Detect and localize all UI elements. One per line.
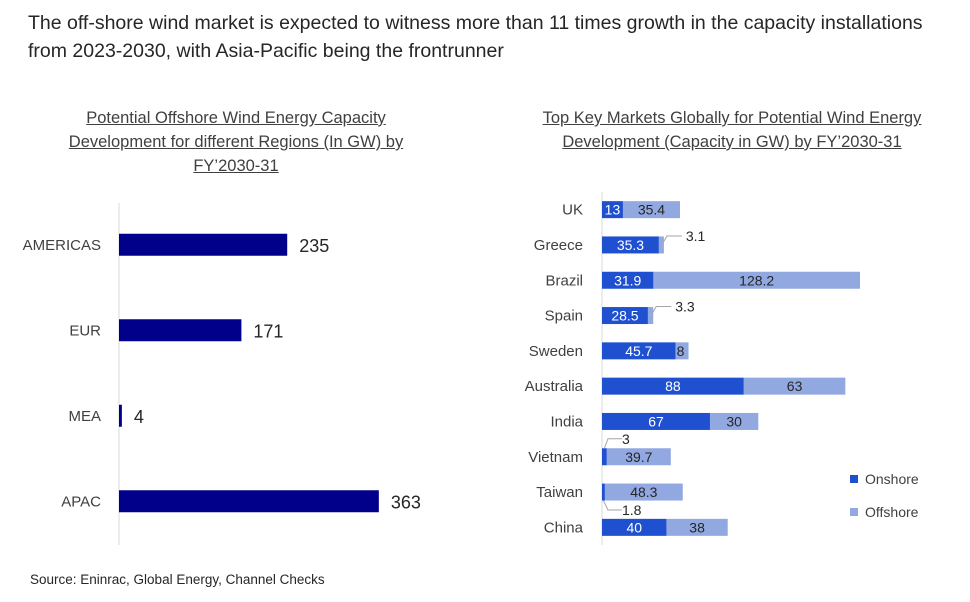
markets-chart-title: Top Key Markets Globally for Potential W…	[542, 109, 922, 151]
onshore-data-label: 13	[605, 202, 621, 218]
offshore-leader-line	[662, 235, 682, 244]
offshore-data-label: 128.2	[739, 272, 774, 288]
markets-tick-label: China	[544, 519, 584, 536]
source-note: Source: Eninrac, Global Energy, Channel …	[30, 572, 325, 587]
regions-bar-eur	[119, 319, 242, 342]
regions-chart-title: Potential Offshore Wind Energy Capacity …	[68, 109, 404, 175]
markets-tick-label: Greece	[534, 237, 583, 254]
legend-label-offshore: Offshore	[865, 504, 919, 520]
regions-bar-americas	[119, 233, 288, 256]
onshore-data-label: 67	[648, 413, 664, 429]
onshore-bar-vietnam	[602, 448, 607, 466]
onshore-data-label: 31.9	[614, 272, 641, 288]
onshore-leader-line	[603, 438, 622, 449]
offshore-bar-sweden	[675, 342, 689, 360]
legend-swatch-onshore	[850, 475, 858, 483]
markets-tick-label: Australia	[525, 378, 584, 395]
markets-tick-label: Brazil	[545, 272, 583, 289]
legend-label-onshore: Onshore	[865, 471, 919, 487]
regions-tick-label: EUR	[69, 322, 101, 339]
onshore-data-label: 35.3	[617, 237, 644, 253]
offshore-bar-greece	[658, 236, 664, 254]
offshore-data-label: 3.1	[686, 228, 706, 244]
markets-tick-label: UK	[562, 202, 583, 219]
offshore-data-label: 35.4	[638, 202, 665, 218]
regions-data-label: 171	[253, 321, 283, 341]
regions-bar-apac	[119, 490, 379, 513]
markets-tick-label: India	[550, 413, 583, 430]
regions-tick-label: MEA	[68, 408, 101, 425]
markets-tick-label: Taiwan	[536, 484, 583, 501]
onshore-bar-china	[602, 518, 667, 536]
offshore-data-label: 3.3	[675, 299, 695, 315]
legend-swatch-offshore	[850, 508, 858, 516]
onshore-data-label: 40	[626, 519, 642, 535]
onshore-bar-australia	[602, 377, 744, 395]
onshore-bar-spain	[602, 307, 648, 325]
onshore-bar-taiwan	[602, 483, 605, 501]
onshore-data-label: 3	[622, 431, 630, 447]
onshore-bar-india	[602, 412, 710, 430]
onshore-bar-greece	[602, 236, 659, 254]
onshore-bar-sweden	[602, 342, 676, 360]
offshore-data-label: 63	[787, 378, 803, 394]
markets-tick-label: Vietnam	[528, 449, 583, 466]
onshore-data-label: 28.5	[611, 308, 638, 324]
offshore-bar-china	[666, 518, 728, 536]
regions-data-label: 363	[391, 492, 421, 512]
offshore-bar-spain	[647, 307, 654, 325]
offshore-bar-uk	[622, 201, 680, 219]
offshore-bar-taiwan	[604, 483, 683, 501]
offshore-data-label: 39.7	[625, 449, 652, 465]
headline: The off-shore wind market is expected to…	[28, 12, 923, 62]
offshore-bar-brazil	[653, 271, 860, 289]
offshore-data-label: 48.3	[630, 484, 657, 500]
markets-tick-label: Sweden	[529, 343, 583, 360]
offshore-data-label: 38	[689, 519, 705, 535]
offshore-leader-line	[651, 306, 672, 314]
regions-tick-label: APAC	[61, 493, 101, 510]
onshore-data-label: 1.8	[622, 502, 642, 518]
regions-tick-label: AMERICAS	[23, 237, 101, 254]
regions-bar-mea	[119, 404, 122, 427]
onshore-leader-line	[602, 500, 622, 511]
onshore-bar-brazil	[602, 271, 654, 289]
onshore-bar-uk	[602, 201, 623, 219]
regions-data-label: 235	[299, 236, 329, 256]
offshore-data-label: 30	[726, 413, 742, 429]
regions-data-label: 4	[134, 407, 144, 427]
offshore-bar-vietnam	[606, 448, 671, 466]
markets-tick-label: Spain	[545, 308, 583, 325]
onshore-data-label: 45.7	[625, 343, 652, 359]
offshore-data-label: 8	[677, 343, 685, 359]
offshore-bar-australia	[743, 377, 846, 395]
onshore-data-label: 88	[665, 378, 681, 394]
offshore-bar-india	[709, 412, 759, 430]
